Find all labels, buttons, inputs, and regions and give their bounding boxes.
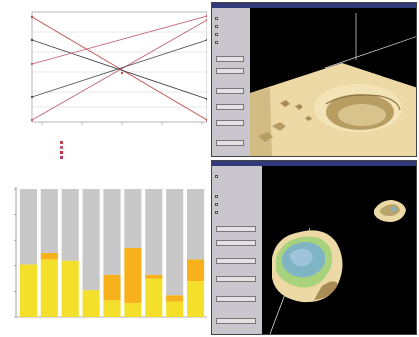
data-point [205, 38, 207, 42]
data-point [120, 71, 124, 75]
terrain-left-face [250, 88, 272, 156]
legend-entry [60, 145, 160, 150]
bar-segment [124, 302, 142, 317]
tool-button[interactable] [216, 104, 244, 110]
series-line [31, 15, 207, 65]
tool-checkbox[interactable] [215, 16, 247, 21]
bar-segment [166, 189, 184, 296]
tool-checkbox[interactable] [215, 194, 247, 199]
data-point [205, 118, 207, 122]
bar-chart-svg [14, 187, 207, 318]
particle-viewport[interactable] [262, 166, 416, 334]
data-point [205, 14, 207, 18]
terrain-viewport[interactable] [250, 8, 416, 156]
bar-segment [186, 259, 205, 282]
series-line [31, 39, 207, 98]
bar-segment [166, 301, 184, 317]
data-point [30, 95, 34, 99]
data-point [205, 97, 207, 101]
bar-segment [103, 274, 121, 301]
terrain-viewer-window [211, 2, 417, 157]
bar-segment [145, 278, 163, 317]
legend-entry [60, 140, 160, 145]
bar-segment [166, 295, 184, 302]
tool-button[interactable] [216, 68, 244, 74]
bar-segment [40, 189, 58, 253]
line-chart-panel [2, 2, 207, 152]
bar-segment [82, 290, 100, 317]
bar-segment [103, 189, 121, 275]
bar-segment [19, 264, 38, 317]
tool-button[interactable] [216, 258, 256, 264]
tool-checkbox[interactable] [215, 202, 247, 207]
bar-segment [40, 259, 58, 317]
data-point [30, 118, 34, 122]
tool-checkbox[interactable] [215, 210, 247, 215]
tool-checkbox[interactable] [215, 24, 247, 29]
bar-segment [61, 260, 79, 317]
tool-button[interactable] [216, 318, 256, 324]
tool-button[interactable] [216, 296, 256, 302]
particle-render [262, 166, 416, 334]
bar-segment [186, 281, 205, 317]
data-point [30, 15, 34, 19]
data-point [30, 62, 34, 66]
bar-segment [124, 247, 142, 303]
tool-button[interactable] [216, 226, 256, 232]
legend-entry [60, 150, 160, 155]
legend-entry [60, 155, 160, 160]
bar-segment [145, 274, 163, 279]
tool-panel [212, 8, 250, 156]
chart-legend [60, 140, 160, 172]
tool-button[interactable] [216, 140, 244, 146]
plot-frame [31, 11, 207, 123]
window-title-bar [212, 161, 416, 166]
bar-segment [61, 189, 79, 261]
tool-panel [212, 166, 262, 334]
bar-chart-panel [2, 175, 207, 335]
legend-swatch [60, 141, 63, 144]
legend-swatch [60, 151, 63, 154]
tool-checkbox[interactable] [215, 32, 247, 37]
data-point [30, 38, 34, 42]
particle-viewer-window [211, 160, 417, 335]
terrain-render [250, 8, 416, 156]
bar-segment [82, 189, 100, 291]
data-point [205, 18, 207, 22]
bar-segment [40, 253, 58, 260]
crater-floor [338, 104, 386, 126]
tool-button[interactable] [216, 56, 244, 62]
line-chart-svg [30, 11, 207, 125]
window-title-bar [212, 3, 416, 8]
tool-button[interactable] [216, 276, 256, 282]
tool-button[interactable] [216, 120, 244, 126]
bar-segment [145, 189, 163, 275]
bar-segment [186, 189, 205, 260]
tool-button[interactable] [216, 240, 256, 246]
legend-swatch [60, 156, 63, 159]
legend-swatch [60, 146, 63, 149]
bar-segment [19, 189, 38, 265]
tool-checkbox[interactable] [215, 40, 247, 45]
tool-button[interactable] [216, 88, 244, 94]
tool-checkbox[interactable] [215, 174, 247, 179]
series-line [31, 19, 207, 121]
bar-segment [124, 189, 142, 248]
bar-segment [103, 300, 121, 317]
